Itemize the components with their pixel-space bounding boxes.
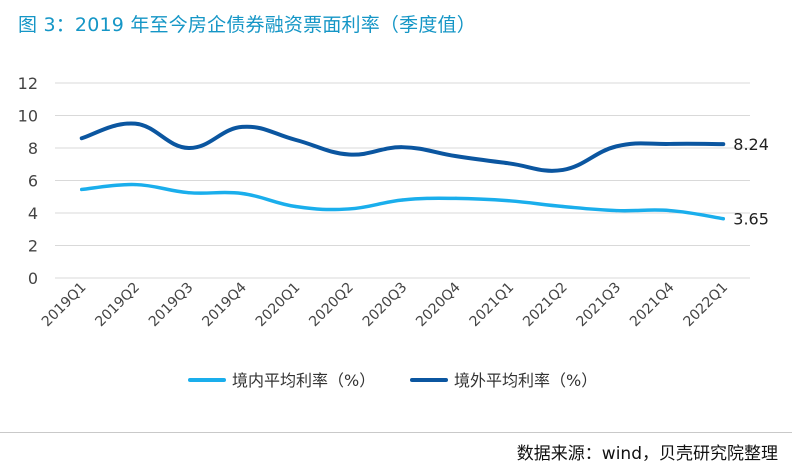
data-point (80, 187, 84, 192)
series-layer: 3.65 8.24 (79, 121, 769, 229)
x-tick-label: 2020Q2 (306, 280, 357, 331)
data-point (400, 198, 405, 202)
x-tick-label: 2019Q1 (39, 280, 90, 331)
data-point (293, 204, 298, 209)
data-point (614, 144, 618, 148)
data-point (561, 168, 565, 172)
data-point (668, 208, 672, 213)
data-point (240, 191, 244, 196)
data-point (561, 204, 565, 209)
x-tick-label: 2021Q3 (574, 280, 625, 331)
data-point (614, 208, 618, 213)
x-tick-label: 2020Q1 (253, 280, 304, 331)
data-point (507, 161, 512, 166)
data-point (240, 125, 244, 129)
y-tick-label: 8 (28, 139, 38, 158)
x-tick-label: 2019Q4 (199, 279, 250, 330)
x-tick-label: 2021Q2 (520, 280, 571, 331)
data-point (347, 152, 351, 157)
y-tick-label: 2 (28, 237, 38, 256)
data-point (293, 138, 298, 142)
x-tick-label: 2020Q3 (360, 280, 411, 331)
x-tick-label: 2022Q1 (680, 280, 731, 331)
data-point (721, 142, 725, 146)
data-point (187, 146, 191, 150)
data-point (668, 142, 672, 146)
data-point (187, 191, 191, 195)
y-axis-ticks: 0 2 4 6 8 10 12 (18, 74, 38, 288)
figure-title: 图 3：2019 年至今房企债券融资票面利率（季度值） (18, 14, 476, 36)
grid-layer (55, 82, 750, 279)
data-point (133, 122, 137, 126)
data-point (454, 196, 458, 200)
data-point (133, 182, 137, 187)
x-tick-label: 2019Q2 (92, 280, 143, 331)
legend: 境内平均利率（%） 境外平均利率（%） (188, 371, 597, 390)
y-tick-label: 0 (28, 269, 38, 288)
source-note: 数据来源：wind，贝壳研究院整理 (516, 444, 778, 464)
data-point (347, 207, 351, 211)
data-point (507, 199, 512, 203)
end-value-label: 8.24 (733, 135, 769, 154)
x-tick-label: 2021Q4 (627, 279, 678, 330)
y-tick-label: 4 (28, 204, 38, 223)
y-tick-label: 12 (18, 74, 38, 93)
data-point (454, 154, 458, 158)
legend-label: 境外平均利率（%） (454, 371, 597, 390)
footer-divider (0, 432, 792, 433)
y-tick-label: 6 (28, 172, 38, 191)
x-axis-ticks: 2019Q1 2019Q2 2019Q3 2019Q4 2020Q1 2020Q2 2020… (39, 279, 731, 330)
x-tick-label: 2019Q3 (146, 280, 197, 331)
x-tick-label: 2020Q4 (413, 279, 464, 330)
y-tick-label: 10 (18, 107, 38, 126)
data-point (400, 145, 405, 149)
x-tick-label: 2021Q1 (467, 280, 518, 331)
end-value-label: 3.65 (733, 210, 769, 229)
data-point (80, 136, 84, 140)
legend-label: 境内平均利率（%） (232, 371, 375, 390)
data-point (721, 217, 725, 221)
